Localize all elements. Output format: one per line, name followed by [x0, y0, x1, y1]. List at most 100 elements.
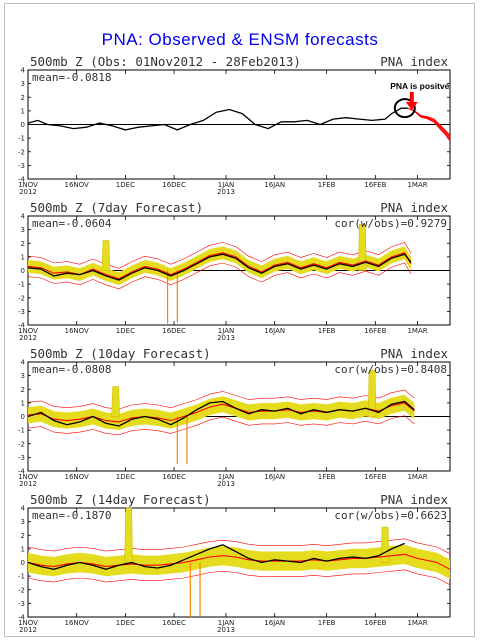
- mean-stat: mean=-0.0604: [32, 217, 112, 230]
- forecast-spread-band: [28, 544, 450, 579]
- x-tick-label: 16DEC: [162, 473, 186, 481]
- y-tick-label: 2: [21, 532, 25, 540]
- correlation-stat: cor(w/obs)=0.8408: [334, 363, 447, 376]
- main-title: PNA: Observed & ENSM forecasts: [101, 30, 379, 49]
- y-tick-label: 0: [21, 267, 25, 275]
- forecast-spread-band: [28, 246, 411, 286]
- y-tick-label: -1: [18, 427, 25, 435]
- x-tick-label: 1DEC: [116, 181, 135, 189]
- panel-title: 500mb Z (Obs: 01Nov2012 - 28Feb2013): [30, 54, 301, 69]
- ensemble-member-line: [407, 107, 451, 136]
- y-tick-label: -4: [18, 322, 26, 330]
- y-tick-label: -4: [18, 468, 26, 476]
- spread-upper-bound: [27, 538, 451, 555]
- y-tick-label: -3: [18, 454, 25, 462]
- correlation-stat: cor(w/obs)=0.6623: [334, 509, 447, 522]
- y-tick-label: -3: [18, 600, 25, 608]
- x-tick-label: 1NOV: [18, 619, 38, 627]
- y-tick-label: -4: [18, 614, 26, 622]
- x-tick-label: 16JAN: [264, 619, 285, 627]
- spread-upper-bound: [27, 389, 415, 410]
- x-tick-label: 16JAN: [264, 181, 285, 189]
- y-tick-label: 4: [21, 213, 26, 221]
- x-tick-label: 1DEC: [116, 619, 135, 627]
- y-tick-label: -3: [18, 162, 25, 170]
- x-tick-label: 16JAN: [264, 473, 285, 481]
- spread-spike: [358, 223, 367, 271]
- panel-index-label: PNA index: [380, 54, 448, 69]
- y-tick-label: -1: [18, 135, 25, 143]
- observed-line: [27, 542, 405, 570]
- observed-line: [27, 253, 412, 281]
- x-tick-year: 2012: [19, 188, 37, 196]
- y-tick-label: -1: [18, 573, 25, 581]
- x-tick-year: 2012: [19, 334, 37, 342]
- panel-index-label: PNA index: [380, 200, 448, 215]
- y-tick-label: 1: [21, 107, 25, 115]
- x-tick-label: 16JAN: [264, 327, 285, 335]
- y-tick-label: 3: [21, 372, 25, 380]
- panel-title: 500mb Z (7day Forecast): [30, 200, 203, 215]
- y-tick-label: -2: [18, 148, 25, 156]
- spread-spike: [380, 526, 390, 563]
- x-tick-year: 2012: [19, 626, 37, 634]
- x-tick-label: 1JAN: [218, 181, 234, 189]
- x-tick-label: 1MAR: [407, 327, 427, 335]
- y-tick-label: -1: [18, 281, 25, 289]
- panel-title: 500mb Z (10day Forecast): [30, 346, 211, 361]
- spread-upper-bound: [27, 242, 412, 269]
- y-tick-label: 2: [21, 240, 25, 248]
- annotation-arrow: [405, 92, 418, 110]
- x-tick-label: 16NOV: [65, 619, 90, 627]
- x-tick-label: 16DEC: [162, 181, 186, 189]
- x-tick-label: 1FEB: [318, 327, 336, 335]
- y-tick-label: -3: [18, 308, 25, 316]
- forecast-spread-band: [28, 394, 415, 430]
- x-tick-label: 16NOV: [65, 181, 90, 189]
- y-tick-label: 2: [21, 94, 25, 102]
- mean-stat: mean=-0.0818: [32, 71, 111, 84]
- x-tick-label: 1MAR: [407, 473, 427, 481]
- y-tick-label: 3: [21, 518, 25, 526]
- y-tick-label: 4: [21, 505, 26, 513]
- x-tick-label: 1JAN: [218, 473, 234, 481]
- x-tick-label: 16FEB: [364, 473, 386, 481]
- x-tick-label: 1MAR: [407, 619, 427, 627]
- spread-lower-bound: [27, 415, 415, 436]
- x-tick-label: 16FEB: [364, 619, 386, 627]
- y-tick-label: 1: [21, 545, 25, 553]
- y-tick-label: -2: [18, 586, 25, 594]
- y-tick-label: -2: [18, 294, 25, 302]
- spread-lower-bound: [27, 262, 412, 290]
- mean-stat: mean=-0.0808: [32, 363, 111, 376]
- y-tick-label: -4: [18, 176, 26, 184]
- x-tick-label: 16FEB: [364, 181, 386, 189]
- x-tick-label: 1NOV: [18, 181, 38, 189]
- x-tick-label: 16DEC: [162, 327, 186, 335]
- x-tick-label: 16NOV: [65, 473, 90, 481]
- x-tick-year: 2013: [217, 188, 235, 196]
- x-tick-label: 16NOV: [65, 327, 90, 335]
- x-tick-label: 16FEB: [364, 327, 386, 335]
- y-tick-label: 3: [21, 226, 25, 234]
- spread-lower-bound: [27, 569, 451, 586]
- y-tick-label: 0: [21, 413, 25, 421]
- x-tick-label: 1FEB: [318, 181, 336, 189]
- y-tick-label: 1: [21, 253, 25, 261]
- observed-line: [27, 107, 408, 131]
- highlight-circle: [393, 98, 416, 119]
- spread-spike: [101, 240, 111, 271]
- forecast-mean-line: [27, 553, 451, 570]
- x-tick-label: 1NOV: [18, 327, 38, 335]
- x-tick-label: 1DEC: [116, 327, 135, 335]
- panel-index-label: PNA index: [380, 492, 448, 507]
- panel-title: 500mb Z (14day Forecast): [30, 492, 211, 507]
- spread-spike: [111, 386, 120, 417]
- y-tick-label: 0: [21, 121, 25, 129]
- correlation-stat: cor(w/obs)=0.9279: [334, 217, 447, 230]
- mean-stat: mean=-0.1870: [32, 509, 111, 522]
- x-tick-label: 1NOV: [18, 473, 38, 481]
- y-tick-label: 2: [21, 386, 25, 394]
- spread-spike: [124, 507, 133, 563]
